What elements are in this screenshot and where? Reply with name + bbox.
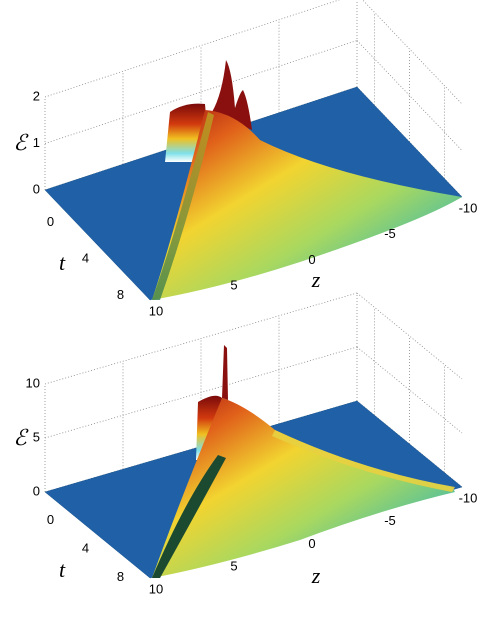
x-tick-label: -5 xyxy=(384,226,396,241)
x-tick-label: 0 xyxy=(308,252,315,267)
x-tick-label: -5 xyxy=(384,513,396,528)
z-axis-label: ℰ xyxy=(13,130,29,155)
x-tick-label: 5 xyxy=(230,278,237,293)
z-tick-label: 0 xyxy=(33,181,40,196)
x-tick-label: 5 xyxy=(230,559,237,574)
z-tick-label: 5 xyxy=(33,429,40,444)
y-tick-label: 4 xyxy=(82,540,89,555)
y-tick-label: 8 xyxy=(117,287,124,302)
x-axis-label: z xyxy=(311,563,321,588)
z-tick-label: 0 xyxy=(33,483,40,498)
y-tick-label: 4 xyxy=(82,250,89,265)
surface xyxy=(152,60,462,300)
x-axis-label: z xyxy=(311,267,321,292)
x-tick-label: 0 xyxy=(308,536,315,551)
x-tick-label: -10 xyxy=(459,200,478,215)
x-tick-label: -10 xyxy=(459,490,478,505)
grid-line xyxy=(44,0,341,98)
x-tick-label: 10 xyxy=(149,581,163,596)
y-tick-label: 0 xyxy=(47,214,54,229)
y-axis-label: t xyxy=(59,557,66,582)
grid-line xyxy=(44,40,358,144)
z-tick-label: 10 xyxy=(26,375,40,390)
grid-line xyxy=(356,40,463,151)
z-axis-label: ℰ xyxy=(13,425,29,450)
grid-line xyxy=(44,292,358,385)
x-tick-label: 10 xyxy=(149,303,163,318)
z-tick-label: 1 xyxy=(33,135,40,150)
surface xyxy=(152,345,455,578)
y-axis-label: t xyxy=(59,250,66,275)
z-tick-label: 2 xyxy=(33,88,40,103)
y-tick-label: 0 xyxy=(47,512,54,527)
y-tick-label: 8 xyxy=(117,569,124,584)
